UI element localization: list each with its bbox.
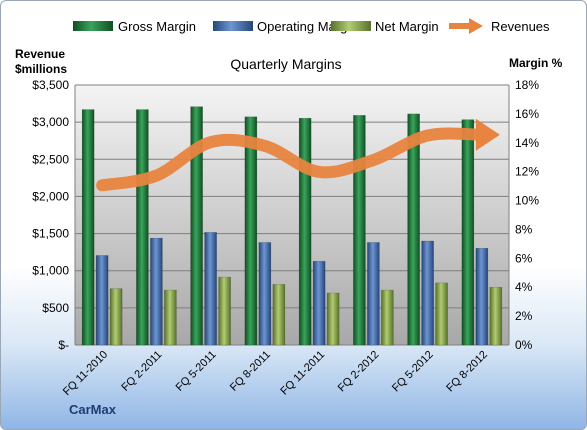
bar-net-margin (381, 289, 394, 346)
legend-label-gross-margin: Gross Margin (118, 19, 196, 34)
x-axis-label: FQ 8-2012 (444, 349, 490, 395)
legend: Gross Margin Operating Margin Net Margin… (73, 18, 550, 34)
right-tick-label: 12% (515, 165, 539, 179)
revenue-line (96, 127, 488, 192)
bar-gross-margin (136, 109, 149, 346)
x-axis-label: FQ 5-2011 (174, 349, 219, 394)
x-axis-label: FQ 5-2012 (390, 349, 436, 395)
right-tick-label: 6% (515, 251, 533, 265)
left-axis-ticks: $- $500 $1,000 $1,500 $2,000 $2,500 $3,000 $3,5… (32, 78, 69, 352)
left-axis-title-line2: $millions (15, 62, 67, 76)
right-tick-label: 4% (515, 280, 533, 294)
x-axis-labels: FQ 11-2010 FQ 2-2011 FQ 5-2011 FQ 8-2011 FQ … (61, 349, 490, 398)
left-tick-label: $- (58, 338, 69, 352)
legend-swatch-operating-margin (213, 21, 253, 31)
revenue-line-series (96, 118, 500, 192)
bar-gross-margin (461, 119, 475, 346)
legend-label-net-margin: Net Margin (375, 19, 439, 34)
bar-operating-margin (421, 240, 434, 346)
bar-gross-margin (244, 116, 258, 346)
bar-operating-margin (367, 242, 380, 346)
right-tick-label: 8% (515, 222, 533, 236)
company-label: CarMax (69, 402, 117, 417)
legend-item-revenues: Revenues (449, 18, 550, 34)
bar-net-margin (164, 289, 177, 346)
left-axis-title-line1: Revenue (15, 47, 65, 61)
left-tick-label: $500 (42, 301, 69, 315)
bar-gross-margin (190, 106, 203, 346)
legend-item-net-margin: Net Margin (331, 19, 439, 34)
left-tick-label: $3,000 (32, 115, 69, 129)
bar-operating-margin (475, 247, 489, 346)
right-tick-label: 18% (515, 78, 539, 92)
bar-gross-margin (81, 109, 95, 346)
bars (81, 106, 503, 346)
left-tick-label: $1,000 (32, 264, 69, 278)
right-axis-ticks: 0% 2% 4% 6% 8% 10% 12% 14% 16% 18% (515, 78, 539, 352)
bar-gross-margin (298, 117, 312, 346)
right-tick-label: 2% (515, 309, 533, 323)
bar-gross-margin (407, 113, 420, 346)
bar-gross-margin (353, 115, 366, 346)
bar-operating-margin (95, 255, 109, 346)
bar-operating-margin (258, 242, 272, 346)
right-axis-title: Margin % (509, 56, 563, 70)
bar-net-margin (272, 284, 286, 346)
bar-net-margin (489, 286, 503, 346)
left-tick-label: $2,500 (32, 152, 69, 166)
bar-net-margin (435, 282, 448, 346)
revenue-arrowhead (475, 118, 500, 151)
x-axis-label: FQ 2-2012 (336, 349, 382, 395)
right-tick-label: 10% (515, 194, 539, 208)
bar-operating-margin (150, 237, 163, 346)
legend-arrowhead-revenues (469, 18, 483, 34)
left-tick-label: $3,500 (32, 78, 69, 92)
right-tick-label: 16% (515, 107, 539, 121)
bar-operating-margin (312, 260, 326, 346)
right-tick-label: 14% (515, 136, 539, 150)
legend-label-revenues: Revenues (491, 19, 550, 34)
left-tick-label: $1,500 (32, 227, 69, 241)
bar-net-margin (109, 288, 123, 346)
left-tick-label: $2,000 (32, 189, 69, 203)
bar-net-margin (326, 292, 340, 346)
bar-operating-margin (204, 232, 217, 346)
x-axis-label: FQ 11-2010 (61, 349, 110, 398)
legend-swatch-gross-margin (73, 21, 113, 31)
bar-net-margin (218, 276, 231, 346)
legend-item-gross-margin: Gross Margin (73, 19, 196, 34)
legend-swatch-net-margin (331, 21, 371, 31)
x-axis-label: FQ 11-2011 (278, 349, 327, 398)
x-axis-label: FQ 8-2011 (228, 349, 273, 394)
right-tick-label: 0% (515, 338, 533, 352)
x-axis-label: FQ 2-2011 (119, 349, 164, 394)
chart-title: Quarterly Margins (230, 56, 341, 72)
